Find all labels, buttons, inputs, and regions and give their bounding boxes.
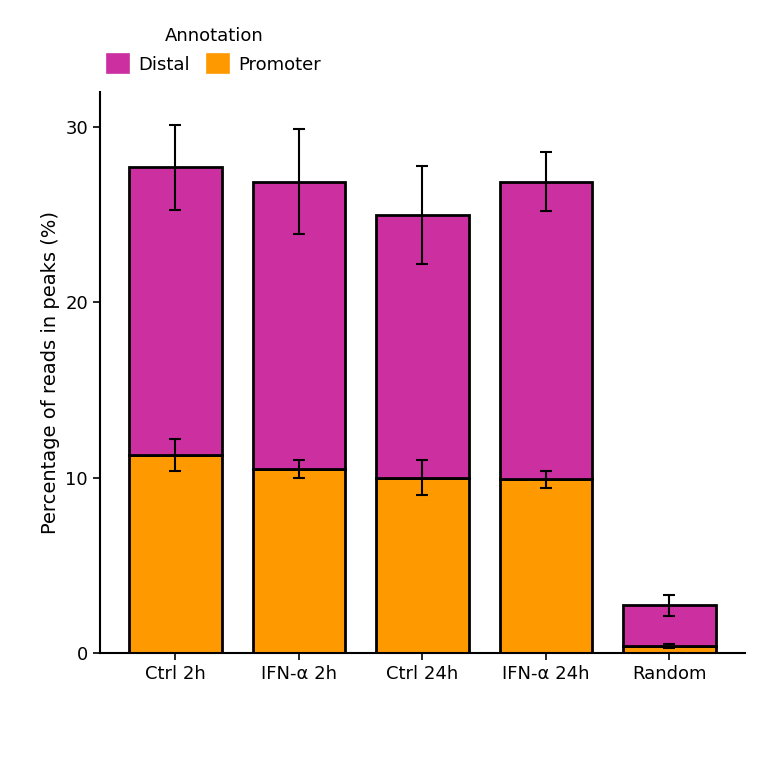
Bar <box>253 181 346 468</box>
Bar <box>129 455 222 653</box>
Y-axis label: Percentage of reads in peaks (%): Percentage of reads in peaks (%) <box>41 211 60 534</box>
Bar <box>376 215 468 478</box>
Bar <box>376 478 468 653</box>
Bar <box>499 181 592 479</box>
Bar <box>129 167 222 455</box>
Bar <box>623 646 716 653</box>
Bar <box>253 468 346 653</box>
Legend: Distal, Promoter: Distal, Promoter <box>100 20 328 81</box>
Bar <box>499 479 592 653</box>
Bar <box>623 605 716 646</box>
